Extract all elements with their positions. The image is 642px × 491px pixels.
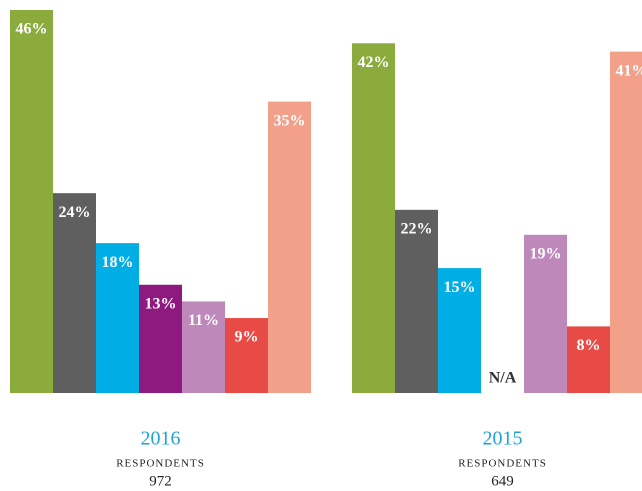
chart-subtitle: RESPONDENTS bbox=[116, 458, 205, 470]
chart-subtitle: RESPONDENTS bbox=[458, 458, 547, 470]
bar bbox=[610, 51, 642, 394]
bar bbox=[395, 209, 438, 393]
value-label: 9% bbox=[235, 329, 259, 346]
respondents-count: 972 bbox=[149, 473, 172, 489]
bar bbox=[225, 318, 268, 393]
value-label: 35% bbox=[274, 112, 306, 129]
value-label: 18% bbox=[102, 254, 134, 271]
value-label: 8% bbox=[577, 337, 601, 354]
respondents-count: 649 bbox=[491, 473, 514, 489]
value-label: 22% bbox=[401, 220, 433, 237]
value-label: N/A bbox=[489, 370, 517, 387]
value-label: 19% bbox=[530, 245, 562, 262]
chart-title: 2015 bbox=[483, 428, 523, 450]
bar bbox=[567, 326, 610, 393]
value-label: 24% bbox=[59, 204, 91, 221]
value-label: 15% bbox=[444, 279, 476, 296]
bar bbox=[352, 43, 395, 393]
bar bbox=[53, 193, 96, 393]
value-label: 42% bbox=[358, 54, 390, 71]
value-label: 13% bbox=[145, 295, 177, 312]
bar bbox=[182, 301, 225, 393]
value-label: 41% bbox=[616, 62, 642, 79]
value-label: 46% bbox=[16, 21, 48, 38]
bar bbox=[139, 284, 182, 393]
bar bbox=[96, 243, 139, 393]
value-label: 11% bbox=[188, 312, 219, 329]
bar bbox=[524, 234, 567, 393]
bar bbox=[268, 101, 311, 393]
chart-title: 2016 bbox=[141, 428, 181, 450]
bar bbox=[10, 10, 53, 393]
bar bbox=[438, 268, 481, 393]
